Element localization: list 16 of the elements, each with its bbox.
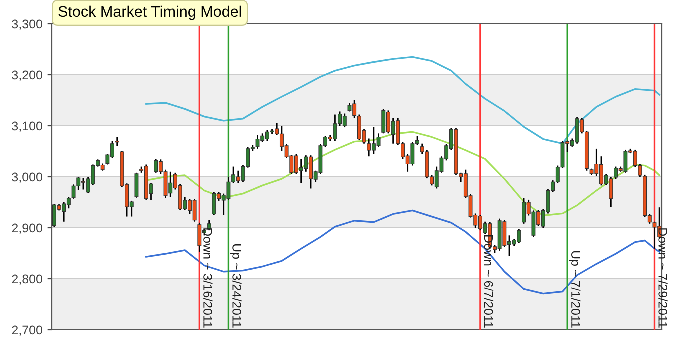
chart-title: Stock Market Timing Model [58,6,242,20]
y-tick-label: 3,200 [12,70,42,82]
annotation: Up ~ 7/1/2011 [569,251,581,328]
y-tick-label: 2,900 [12,224,42,234]
y-tick-label: 3,000 [12,172,42,184]
y-tick-label: 3,300 [12,20,42,30]
annotation: Down ~ 6/7/2011 [484,236,494,328]
candlestick [134,172,139,199]
annotation: Down ~ 3/16/2011 [204,228,213,328]
annotation: Down ~ 7/29/2011 [658,228,668,328]
annotation: Up ~ 3/24/2011 [230,244,242,328]
candlestick [115,136,120,148]
y-tick-label: 3,100 [12,122,42,132]
y-tick-label: 2,700 [12,326,42,336]
line-series [146,56,660,145]
y-tick-label: 2,800 [12,274,42,286]
